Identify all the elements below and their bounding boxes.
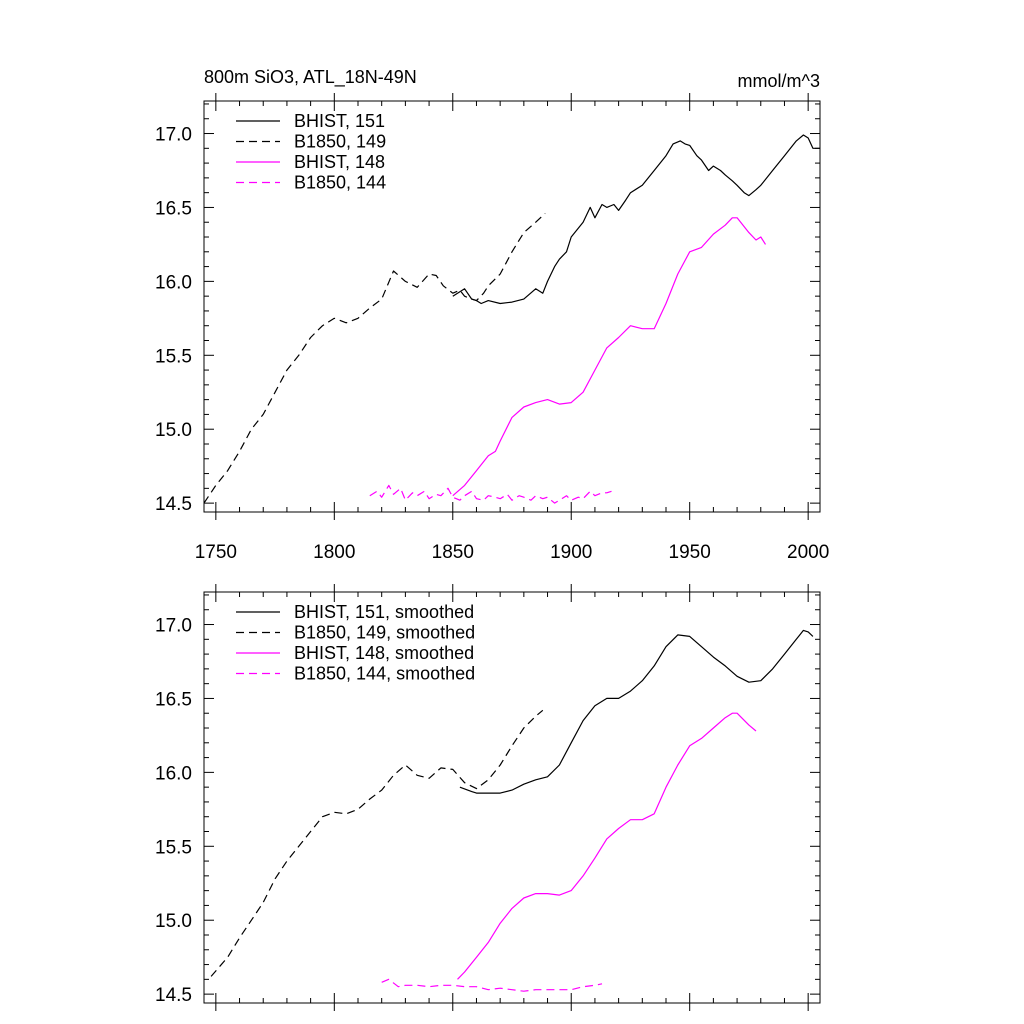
y-tick-label: 15.0	[155, 911, 192, 932]
y-tick-label: 14.5	[155, 985, 192, 1006]
plot-frame	[203, 100, 821, 513]
legend-label: B1850, 149	[294, 132, 386, 152]
x-tick-label: 2000	[787, 542, 829, 563]
x-tick-label: 1800	[313, 542, 355, 563]
y-tick-label: 16.0	[155, 272, 192, 293]
legend-label: BHIST, 151	[294, 111, 385, 131]
y-tick-label: 16.5	[155, 198, 192, 219]
legend-label: B1850, 144	[294, 173, 386, 193]
legend-label: BHIST, 148, smoothed	[294, 643, 474, 663]
plot-frame	[203, 591, 821, 1004]
legend-label: B1850, 149, smoothed	[294, 623, 475, 643]
series-line-1	[452, 134, 820, 305]
y-tick-label: 17.0	[155, 125, 192, 146]
chart-units: mmol/m^3	[738, 71, 820, 91]
x-tick-label: 1750	[195, 542, 237, 563]
series-line-4	[381, 978, 603, 992]
legend-label: B1850, 144, smoothed	[294, 664, 475, 684]
y-tick-label: 16.0	[155, 763, 192, 784]
series-line-3	[457, 712, 757, 980]
x-tick-label: 1950	[669, 542, 711, 563]
series-line-3	[452, 217, 767, 497]
series-line-2	[210, 709, 544, 977]
legend-label: BHIST, 148	[294, 152, 385, 172]
legend-label: BHIST, 151, smoothed	[294, 602, 474, 622]
y-tick-label: 14.5	[155, 494, 192, 515]
top-panel: 14.5 15.0 15.5 16.0 16.5 17.0 1750 1800 1850 1900…	[155, 93, 829, 563]
series-line-2	[203, 212, 546, 504]
bottom-panel: 14.5 15.0 15.5 16.0 16.5 17.0 BHIST, 151, smoo…	[155, 584, 821, 1011]
x-tick-label: 1850	[432, 542, 474, 563]
y-tick-label: 15.5	[155, 837, 192, 858]
x-tick-label: 1900	[550, 542, 592, 563]
series-line-1	[459, 629, 814, 794]
y-tick-label: 16.5	[155, 689, 192, 710]
y-tick-label: 17.0	[155, 616, 192, 637]
y-tick-label: 15.0	[155, 420, 192, 441]
series-line-4	[369, 484, 612, 504]
y-tick-label: 15.5	[155, 346, 192, 367]
chart-title: 800m SiO3, ATL_18N-49N	[204, 67, 417, 88]
